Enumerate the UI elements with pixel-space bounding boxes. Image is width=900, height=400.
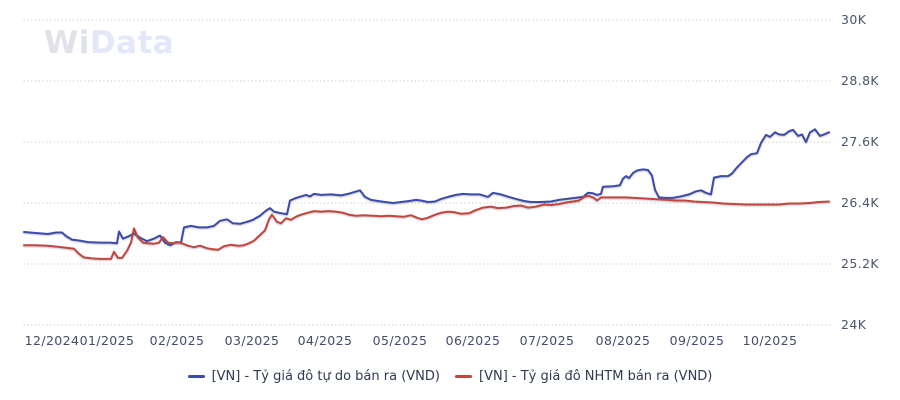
widata-watermark: WiData bbox=[44, 28, 174, 59]
y-tick-label: 25.2K bbox=[841, 256, 880, 271]
x-tick-label: 12/2024 bbox=[24, 333, 80, 348]
legend-swatch-line bbox=[455, 375, 472, 378]
x-tick-label: 07/2025 bbox=[519, 333, 575, 348]
y-tick-label: 30K bbox=[841, 12, 867, 27]
x-tick-label: 04/2025 bbox=[297, 333, 353, 348]
x-tick-label: 10/2025 bbox=[742, 333, 798, 348]
series-line-free-market[interactable] bbox=[23, 128, 830, 247]
legend: [VN] - Tỷ giá đô tự do bán ra (VND) [VN] … bbox=[0, 369, 900, 384]
x-tick-label: 05/2025 bbox=[372, 333, 428, 348]
legend-item-bank[interactable]: [VN] - Tỷ giá đô NHTM bán ra (VND) bbox=[455, 369, 712, 384]
watermark-wi: Wi bbox=[44, 25, 90, 61]
x-tick-label: 08/2025 bbox=[595, 333, 651, 348]
watermark-data: Data bbox=[89, 25, 175, 61]
y-tick-label: 27.6K bbox=[841, 134, 880, 149]
legend-label: [VN] - Tỷ giá đô NHTM bán ra (VND) bbox=[479, 369, 713, 384]
legend-swatch-line bbox=[187, 375, 205, 378]
x-tick-label: 09/2025 bbox=[669, 333, 725, 348]
x-tick-label: 03/2025 bbox=[224, 333, 280, 348]
legend-item-free-market[interactable]: [VN] - Tỷ giá đô tự do bán ra (VND) bbox=[187, 369, 440, 384]
y-tick-label: 24K bbox=[841, 317, 867, 332]
legend-label: [VN] - Tỷ giá đô tự do bán ra (VND) bbox=[211, 369, 440, 384]
y-tick-label: 28.8K bbox=[841, 73, 880, 88]
x-tick-label: 02/2025 bbox=[149, 333, 205, 348]
series-line-bank[interactable] bbox=[23, 194, 830, 260]
x-tick-label: 01/2025 bbox=[79, 333, 135, 348]
y-tick-label: 26.4K bbox=[841, 195, 880, 210]
x-tick-label: 06/2025 bbox=[445, 333, 501, 348]
